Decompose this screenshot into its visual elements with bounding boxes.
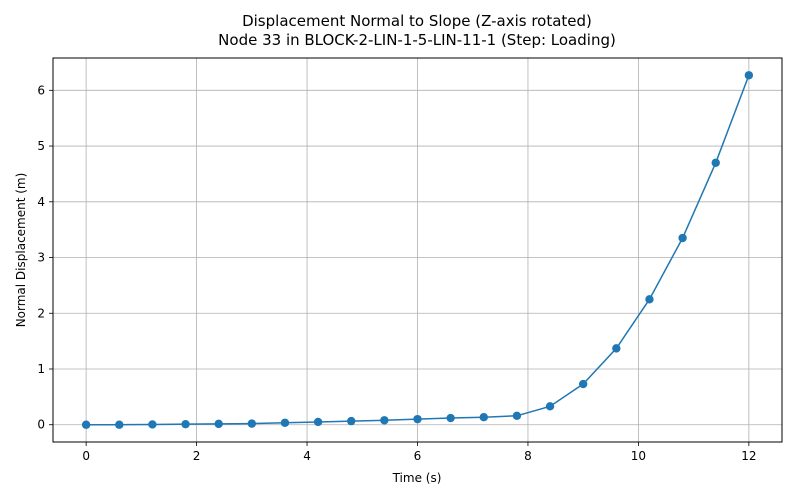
data-point	[347, 416, 356, 426]
y-tick-label: 2	[37, 306, 45, 320]
data-point	[711, 158, 720, 167]
data-point	[578, 379, 588, 389]
data-point	[280, 418, 290, 427]
x-tick-label: 8	[524, 449, 532, 463]
x-tick-label: 2	[193, 449, 201, 463]
data-point	[214, 419, 223, 429]
y-tick-label: 4	[37, 195, 45, 209]
x-tick-label: 4	[303, 449, 311, 463]
data-point	[678, 233, 687, 243]
series-layer	[81, 71, 754, 429]
data-point	[247, 419, 257, 428]
data-point	[512, 411, 522, 421]
data-point	[545, 402, 555, 411]
x-tick-label: 6	[414, 449, 422, 463]
y-tick-label: 0	[37, 418, 45, 432]
x-axis-label: Time (s)	[392, 471, 442, 485]
data-point	[115, 420, 124, 429]
y-tick-label: 5	[37, 139, 45, 153]
chart-title-line-1: Displacement Normal to Slope (Z-axis rot…	[242, 12, 592, 30]
x-tick-label: 10	[631, 449, 646, 463]
data-point	[413, 414, 422, 424]
data-point	[181, 419, 190, 429]
x-tick-label: 0	[82, 449, 90, 463]
y-tick-label: 1	[37, 362, 45, 376]
data-point	[148, 420, 157, 429]
y-axis-label: Normal Displacement (m)	[14, 173, 28, 328]
data-point	[81, 420, 91, 429]
x-tick-label: 12	[741, 449, 756, 463]
data-point	[380, 416, 389, 425]
data-point	[612, 344, 621, 353]
y-tick-label: 6	[37, 83, 45, 97]
chart-title-line-2: Node 33 in BLOCK-2-LIN-1-5-LIN-11-1 (Ste…	[218, 31, 616, 49]
y-tick-label: 3	[37, 251, 45, 265]
data-point	[313, 417, 323, 427]
data-point	[446, 413, 455, 423]
data-point	[479, 412, 488, 422]
data-point	[645, 295, 654, 304]
data-point	[744, 71, 754, 80]
